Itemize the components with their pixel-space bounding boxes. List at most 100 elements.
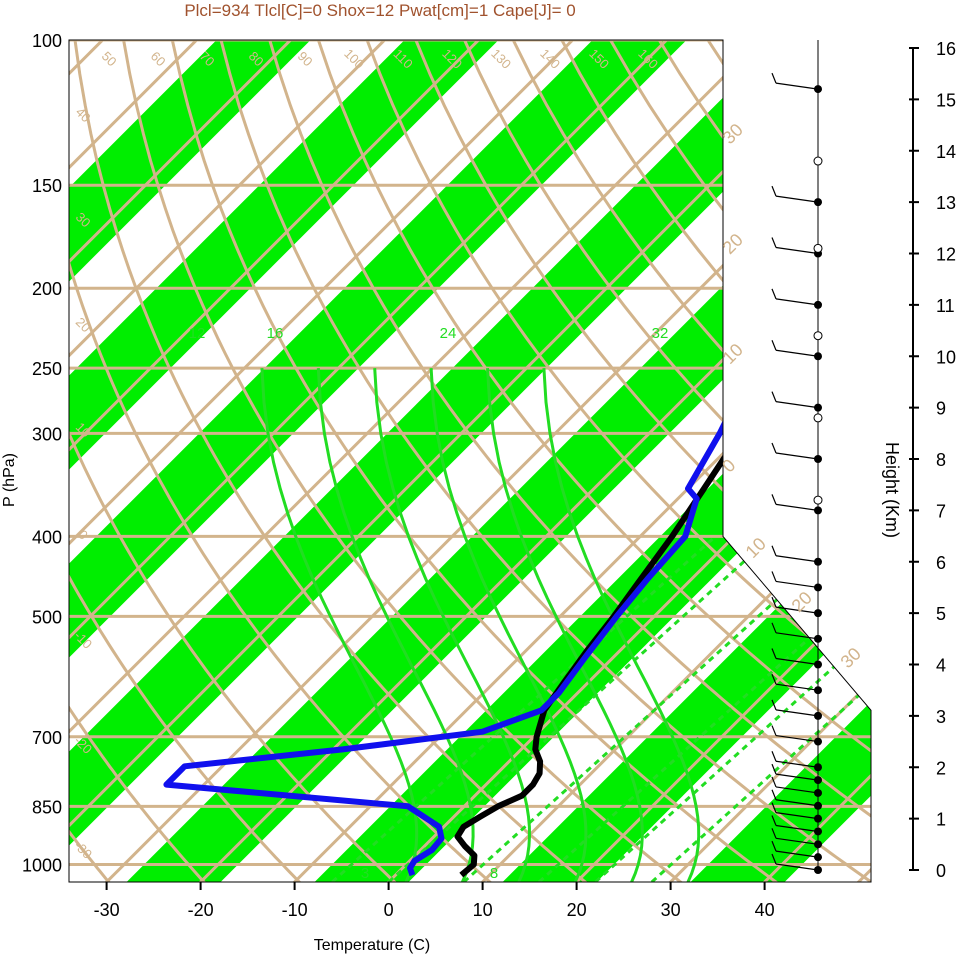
mixing-ratio-label: 24 xyxy=(440,325,457,342)
wind-barb xyxy=(771,596,777,608)
isotherm-right-label: 0 xyxy=(718,455,739,476)
wind-barb xyxy=(771,622,777,634)
height-tick-label: 8 xyxy=(936,450,946,470)
mixing-ratio-label: 32 xyxy=(652,325,669,342)
dry-adiabat xyxy=(258,40,871,882)
height-tick-label: 0 xyxy=(936,861,946,881)
height-tick-label: 10 xyxy=(936,347,956,367)
wind-barb xyxy=(775,298,819,306)
isotherm xyxy=(652,40,871,882)
wind-barb xyxy=(771,288,777,300)
wind-barb xyxy=(775,246,819,255)
dry-adiabat xyxy=(69,40,317,882)
wind-barb xyxy=(771,648,777,659)
wind-barb xyxy=(771,237,777,248)
wind-barb xyxy=(775,734,819,743)
wind-barb xyxy=(775,773,819,781)
isotherm-top-label: 130 xyxy=(488,46,514,72)
x-tick-label: -20 xyxy=(188,900,214,920)
wind-barb xyxy=(771,72,777,84)
wind-dot-open xyxy=(813,413,823,423)
band xyxy=(69,40,331,882)
height-tick-label: 11 xyxy=(936,296,955,316)
wind-barb xyxy=(775,786,819,794)
isotherm-top-label: 60 xyxy=(148,48,169,69)
wind-barb xyxy=(771,751,777,762)
wind-barb xyxy=(771,442,777,454)
moist-adiabat xyxy=(260,368,419,882)
isotherm-left-label: 40 xyxy=(73,104,94,125)
isotherm xyxy=(69,40,236,882)
wind-barb xyxy=(771,185,777,197)
isotherm xyxy=(69,40,330,882)
wind-barb xyxy=(775,555,819,563)
plot-area: 50 60 70 80 90 100 110 120 130 140 150 160403020100… xyxy=(0,2,871,898)
mixing-ratio-line xyxy=(650,535,871,882)
wind-barb xyxy=(771,673,777,685)
wind-barb xyxy=(775,799,819,807)
x-tick-label: -10 xyxy=(282,900,308,920)
height-tick-label: 15 xyxy=(936,90,956,110)
p-tick-label: 100 xyxy=(32,31,62,51)
dry-adiabat xyxy=(400,40,871,882)
x-tick-label: 10 xyxy=(473,900,493,920)
isotherm xyxy=(69,40,424,882)
isotherm-top-label: 50 xyxy=(99,48,120,69)
wind-barb xyxy=(775,863,819,871)
isotherm xyxy=(69,40,706,882)
dry-adiabat xyxy=(0,2,26,898)
wind-dot-open xyxy=(813,331,823,341)
x-tick-label: 40 xyxy=(755,900,775,920)
wind-barb xyxy=(775,580,819,589)
plot-frame xyxy=(68,39,872,883)
wind-barb xyxy=(775,349,819,357)
dry-adiabat xyxy=(69,40,607,882)
p-tick-label: 850 xyxy=(32,797,62,817)
mixing-ratio-label: 16 xyxy=(267,325,284,342)
dry-adiabat xyxy=(69,40,414,882)
moist-adiabat xyxy=(542,368,701,882)
height-tick-label: 7 xyxy=(936,501,946,521)
dry-adiabat xyxy=(305,40,871,882)
isotherm xyxy=(69,40,518,882)
wind-barb xyxy=(771,802,777,813)
height-tick-label: 12 xyxy=(936,245,956,265)
wind-barb xyxy=(775,401,819,409)
wind-barb xyxy=(775,452,819,460)
wind-barb xyxy=(771,391,777,402)
band xyxy=(69,40,519,882)
mixing-ratio-line xyxy=(331,535,717,882)
wind-barb-panel xyxy=(771,40,823,874)
dry-adiabat xyxy=(447,40,871,882)
wind-barb xyxy=(771,853,777,865)
isotherm-right-label: 30 xyxy=(837,644,865,672)
height-tick-label: 4 xyxy=(936,656,946,676)
wind-barb xyxy=(775,760,819,768)
wind-barb xyxy=(771,815,777,826)
dry-adiabat xyxy=(163,40,800,882)
wind-barb xyxy=(771,545,777,556)
band xyxy=(482,40,871,882)
isotherm xyxy=(69,40,612,882)
wind-barb xyxy=(775,683,819,691)
isotherm xyxy=(69,40,800,882)
wind-barb xyxy=(775,824,819,833)
wind-barb xyxy=(771,776,777,788)
wind-barb xyxy=(775,195,819,203)
wind-barb xyxy=(771,840,777,852)
wind-barb xyxy=(771,571,777,582)
height-tick-label: 16 xyxy=(936,39,956,59)
wind-barb xyxy=(775,632,819,640)
p-tick-label: 250 xyxy=(32,359,62,379)
wind-dot-open xyxy=(813,495,823,505)
isotherm-top-label: 100 xyxy=(341,46,367,72)
height-tick-label: 14 xyxy=(936,142,956,162)
p-tick-label: 400 xyxy=(32,527,62,547)
height-axis-label: Height (Km) xyxy=(882,442,902,538)
dry-adiabat xyxy=(211,40,871,882)
wind-barb xyxy=(775,606,819,614)
isotherm-left-label: 0 xyxy=(75,527,91,543)
p-tick-label: 150 xyxy=(32,176,62,196)
x-tick-label: 30 xyxy=(661,900,681,920)
